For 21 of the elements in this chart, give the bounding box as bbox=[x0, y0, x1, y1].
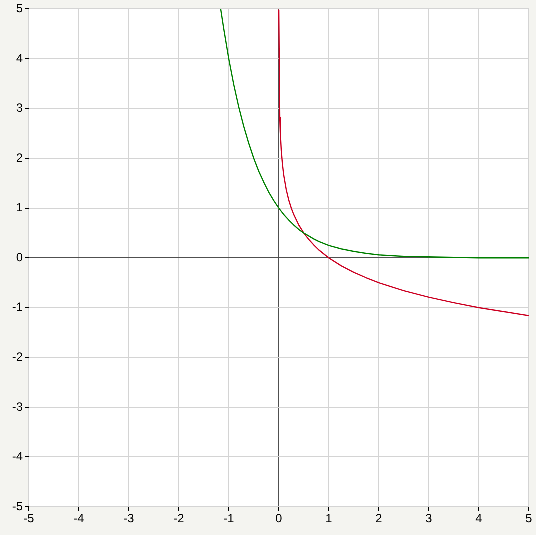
y-tick-label: 5 bbox=[16, 2, 24, 16]
x-tick-label: 3 bbox=[426, 512, 433, 526]
y-tick-label: -3 bbox=[12, 400, 24, 414]
x-tick-label: 2 bbox=[376, 512, 383, 526]
x-tick-label: 0 bbox=[276, 512, 283, 526]
y-tick-label: -5 bbox=[12, 499, 24, 514]
x-tick-label: 5 bbox=[526, 512, 533, 526]
x-tick-label: -4 bbox=[74, 512, 85, 526]
x-tick-label: 1 bbox=[326, 512, 333, 526]
y-tick-label: 2 bbox=[16, 150, 24, 165]
x-tick-label: 4 bbox=[476, 512, 483, 526]
x-tick-label: -1 bbox=[224, 512, 235, 526]
y-tick-label: 1 bbox=[16, 200, 24, 215]
y-tick-label: -1 bbox=[12, 300, 24, 314]
y-tick-label: 3 bbox=[16, 101, 24, 116]
y-tick-label: -4 bbox=[12, 450, 24, 464]
y-tick-label: -2 bbox=[12, 350, 24, 364]
x-tick-label: -3 bbox=[124, 512, 135, 526]
x-tick-label: -2 bbox=[174, 512, 185, 526]
y-tick-label: 0 bbox=[16, 250, 24, 264]
y-tick-label: 4 bbox=[16, 51, 24, 66]
